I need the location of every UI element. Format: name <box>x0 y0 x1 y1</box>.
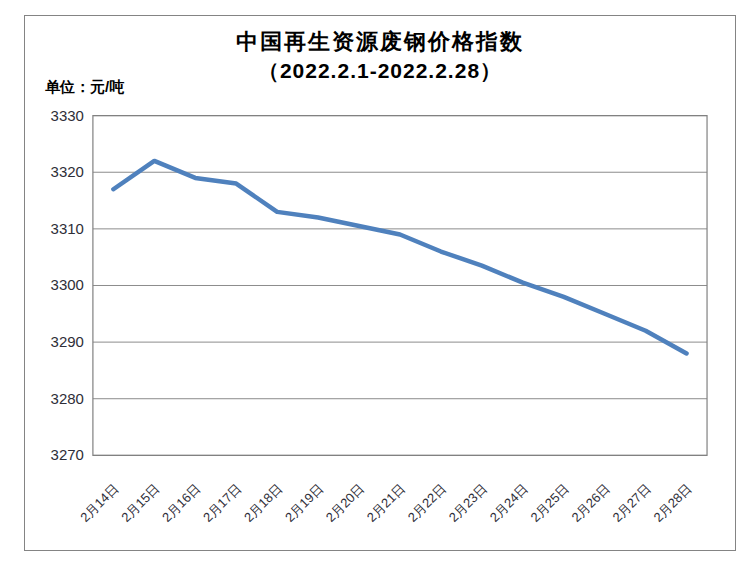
x-axis-tick-label: 2月23日 <box>446 481 490 525</box>
y-axis-tick-label: 3270 <box>51 446 84 463</box>
x-axis-tick-label: 2月17日 <box>200 481 244 525</box>
x-axis-tick-label: 2月16日 <box>159 481 203 525</box>
x-axis-tick-label: 2月24日 <box>487 481 531 525</box>
x-axis-tick-label: 2月26日 <box>569 481 613 525</box>
y-axis-tick-label: 3300 <box>51 276 84 293</box>
plot-area: 32703280329033003310332033302月14日2月15日2月… <box>25 16 735 550</box>
x-axis-tick-label: 2月18日 <box>241 481 285 525</box>
x-axis-tick-label: 2月19日 <box>282 481 326 525</box>
x-axis-tick-label: 2月20日 <box>323 481 367 525</box>
y-axis-tick-label: 3280 <box>51 390 84 407</box>
y-axis-tick-label: 3290 <box>51 333 84 350</box>
y-axis-tick-label: 3330 <box>51 107 84 124</box>
x-axis-tick-label: 2月15日 <box>118 481 162 525</box>
x-axis-tick-label: 2月14日 <box>77 481 121 525</box>
y-axis-tick-label: 3310 <box>51 220 84 237</box>
chart-frame: 中国再生资源废钢价格指数 （2022.2.1-2022.2.28） 单位：元/吨… <box>24 15 736 551</box>
x-axis-tick-label: 2月25日 <box>528 481 572 525</box>
x-axis-tick-label: 2月27日 <box>609 481 653 525</box>
x-axis-tick-label: 2月22日 <box>405 481 449 525</box>
x-axis-tick-label: 2月21日 <box>364 481 408 525</box>
y-axis-tick-label: 3320 <box>51 163 84 180</box>
price-index-line <box>113 161 686 354</box>
screenshot-canvas: 中国再生资源废钢价格指数 （2022.2.1-2022.2.28） 单位：元/吨… <box>0 0 751 568</box>
x-axis-tick-label: 2月28日 <box>650 481 694 525</box>
